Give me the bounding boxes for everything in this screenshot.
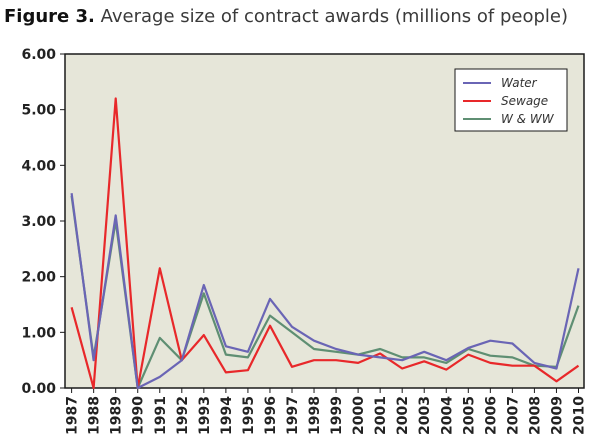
legend-label: Sewage xyxy=(501,94,548,108)
x-tick-label: 2006 xyxy=(483,396,499,435)
x-tick-label: 2002 xyxy=(395,396,411,435)
x-tick-label: 2000 xyxy=(351,396,367,435)
x-tick-label: 2003 xyxy=(417,396,433,435)
x-tick-label: 1993 xyxy=(197,396,213,435)
x-tick-label: 2009 xyxy=(549,396,565,435)
x-tick-label: 1988 xyxy=(87,396,103,435)
x-tick-label: 1992 xyxy=(175,396,191,435)
y-tick-label: 6.00 xyxy=(21,47,56,63)
y-tick-label: 5.00 xyxy=(21,103,56,119)
series-line-w-ww xyxy=(70,195,580,390)
y-tick-label: 0.00 xyxy=(21,381,56,397)
title-text: Average size of contract awards (million… xyxy=(100,6,569,27)
x-tick-label: 1997 xyxy=(285,396,301,435)
x-tick-label: 1998 xyxy=(307,396,323,435)
chart-title: Figure 3. Average size of contract award… xyxy=(4,6,568,27)
x-tick-label: 1994 xyxy=(219,396,235,435)
x-tick-label: 1995 xyxy=(241,396,257,435)
y-tick-label: 2.00 xyxy=(21,270,56,286)
x-tick-label: 1990 xyxy=(131,396,147,435)
figure-label: Figure 3. xyxy=(4,6,95,27)
series-line-sewage xyxy=(70,97,580,390)
x-tick-label: 1999 xyxy=(329,396,345,435)
x-tick-label: 2010 xyxy=(571,396,587,435)
x-tick-label: 1989 xyxy=(109,396,125,435)
y-tick-label: 4.00 xyxy=(21,158,56,174)
x-tick-label: 1996 xyxy=(263,396,279,435)
series-line-water xyxy=(70,193,580,390)
x-tick-label: 1991 xyxy=(153,396,169,435)
x-tick-label: 1987 xyxy=(65,396,81,435)
x-tick-label: 2004 xyxy=(439,396,455,435)
legend-label: Water xyxy=(501,76,538,90)
legend-label: W & WW xyxy=(501,112,555,126)
x-tick-label: 2001 xyxy=(373,396,389,435)
y-tick-label: 3.00 xyxy=(21,214,56,230)
x-tick-label: 2005 xyxy=(461,396,477,435)
x-tick-label: 2008 xyxy=(527,396,543,435)
x-tick-label: 2007 xyxy=(505,396,521,435)
y-tick-label: 1.00 xyxy=(21,325,56,341)
